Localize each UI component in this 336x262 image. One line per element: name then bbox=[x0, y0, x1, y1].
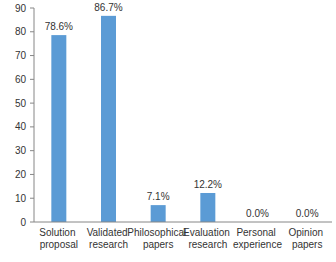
x-tick-label: Solution proposal bbox=[39, 227, 78, 250]
bar bbox=[101, 16, 116, 222]
chart: 0 10 20 30 40 50 60 70 80 90 78.6% 86.7% 7.1% 12.2% 0.… bbox=[0, 0, 336, 262]
y-tick bbox=[30, 31, 34, 32]
y-tick bbox=[30, 126, 34, 127]
y-tick-label: 30 bbox=[15, 145, 27, 156]
y-tick bbox=[30, 79, 34, 80]
y-tick-label: 80 bbox=[15, 26, 27, 37]
y-tick bbox=[30, 103, 34, 104]
bar bbox=[51, 35, 66, 222]
x-tick-label: Validated research bbox=[87, 227, 131, 250]
data-label: 78.6% bbox=[45, 21, 73, 32]
y-tick-label: 10 bbox=[15, 193, 27, 204]
y-tick bbox=[30, 8, 34, 9]
y-axis-line bbox=[34, 8, 35, 222]
data-label: 0.0% bbox=[296, 208, 319, 219]
y-tick-label: 60 bbox=[15, 74, 27, 85]
bars bbox=[51, 16, 215, 222]
x-tick-label: Personal experience bbox=[233, 227, 282, 250]
y-tick bbox=[30, 174, 34, 175]
data-label: 0.0% bbox=[246, 208, 269, 219]
y-tick bbox=[30, 150, 34, 151]
chart-container: 0 10 20 30 40 50 60 70 80 90 78.6% 86.7% 7.1% 12.2% 0.… bbox=[0, 0, 336, 262]
data-label: 86.7% bbox=[94, 2, 122, 13]
x-axis-line bbox=[34, 222, 332, 223]
y-tick-label: 40 bbox=[15, 121, 27, 132]
x-tick-label: Philosophical papers bbox=[127, 227, 189, 250]
y-tick-label: 50 bbox=[15, 98, 27, 109]
y-tick-label: 90 bbox=[15, 3, 27, 14]
bar bbox=[151, 205, 166, 222]
y-tick bbox=[30, 198, 34, 199]
data-label: 7.1% bbox=[147, 191, 170, 202]
y-tick-label: 20 bbox=[15, 169, 27, 180]
bar bbox=[200, 193, 215, 222]
x-tick-label: Opinion papers bbox=[289, 227, 326, 250]
y-tick bbox=[30, 55, 34, 56]
y-tick-label: 70 bbox=[15, 50, 27, 61]
y-tick-label: 0 bbox=[20, 217, 26, 228]
data-label: 12.2% bbox=[194, 179, 222, 190]
y-tick bbox=[30, 222, 34, 223]
x-tick-label: Evaluation research bbox=[183, 227, 232, 250]
